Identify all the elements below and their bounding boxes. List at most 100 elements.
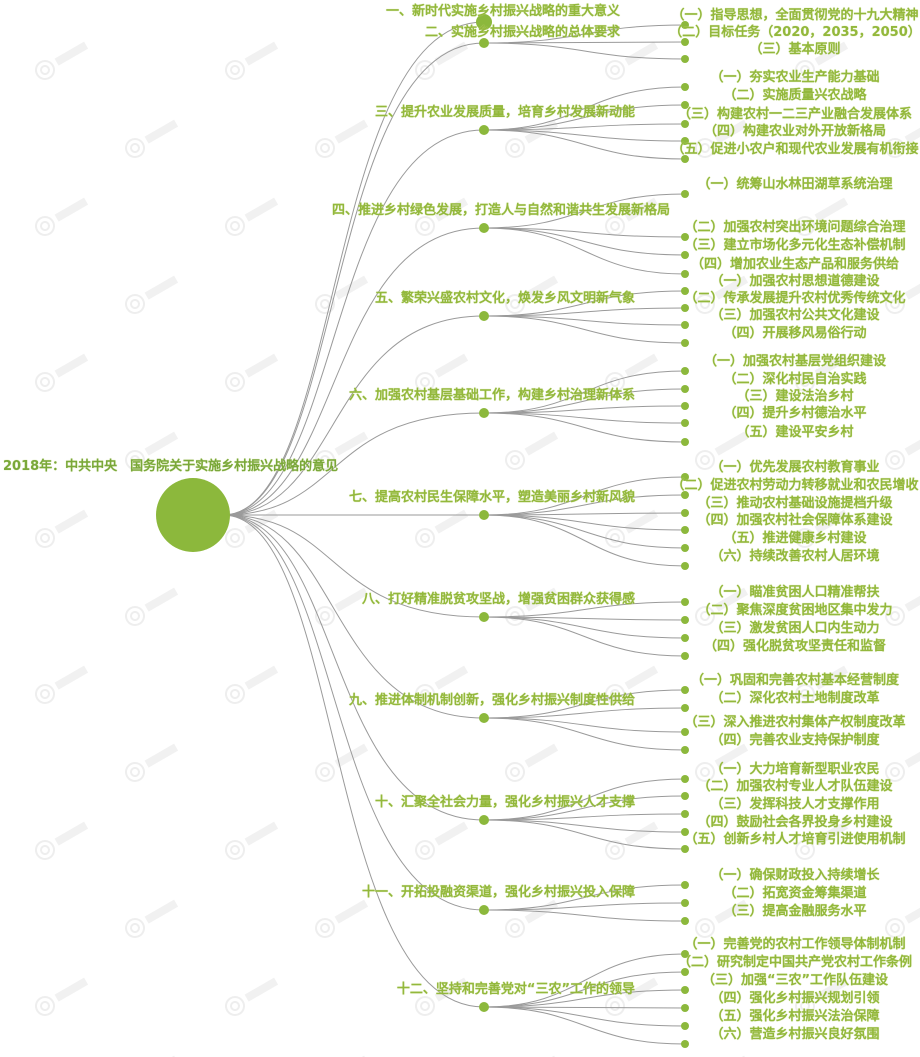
leaf-node-dot[interactable] xyxy=(681,38,689,46)
branch-node-dot[interactable] xyxy=(479,510,489,520)
leaf-label[interactable]: （二）促进农村劳动力转移就业和农民增收 xyxy=(671,478,919,493)
leaf-node-dot[interactable] xyxy=(681,21,689,29)
leaf-label[interactable]: （一）优先发展农村教育事业 xyxy=(710,460,880,475)
leaf-label[interactable]: （四）强化脱贫攻坚责任和监督 xyxy=(703,639,887,654)
leaf-node-dot[interactable] xyxy=(681,509,689,517)
leaf-node-dot[interactable] xyxy=(681,544,689,552)
leaf-node-dot[interactable] xyxy=(681,270,689,278)
leaf-label[interactable]: （一）瞄准贫困人口精准帮扶 xyxy=(710,585,880,600)
leaf-node-dot[interactable] xyxy=(681,792,689,800)
leaf-node-dot[interactable] xyxy=(681,83,689,91)
leaf-node-dot[interactable] xyxy=(681,120,689,128)
leaf-label[interactable]: （二）聚焦深度贫困地区集中发力 xyxy=(697,603,893,618)
leaf-node-dot[interactable] xyxy=(681,251,689,259)
leaf-node-dot[interactable] xyxy=(681,562,689,570)
leaf-node-dot[interactable] xyxy=(681,190,689,198)
leaf-label[interactable]: （五）强化乡村振兴法治保障 xyxy=(710,1009,880,1024)
leaf-node-dot[interactable] xyxy=(681,419,689,427)
branch-node-dot[interactable] xyxy=(479,125,489,135)
leaf-node-dot[interactable] xyxy=(681,1040,689,1048)
leaf-node-dot[interactable] xyxy=(681,339,689,347)
leaf-label[interactable]: （一）巩固和完善农村基本经营制度 xyxy=(690,673,900,688)
branch-node-dot[interactable] xyxy=(476,14,492,30)
leaf-label[interactable]: （一）夯实农业生产能力基础 xyxy=(710,70,880,85)
leaf-label[interactable]: （四）开展移风易俗行动 xyxy=(723,326,867,341)
branch-label[interactable]: 十一、开拓投融资渠道，强化乡村振兴投入保障 xyxy=(361,885,635,900)
leaf-label[interactable]: （五）创新乡村人才培育引进使用机制 xyxy=(684,832,906,847)
leaf-label[interactable]: （三）发挥科技人才支撑作用 xyxy=(710,797,880,812)
leaf-node-dot[interactable] xyxy=(681,321,689,329)
leaf-node-dot[interactable] xyxy=(681,634,689,642)
branch-node-dot[interactable] xyxy=(479,223,489,233)
leaf-label[interactable]: （二）拓宽资金筹集渠道 xyxy=(723,886,867,901)
leaf-node-dot[interactable] xyxy=(681,233,689,241)
leaf-node-dot[interactable] xyxy=(681,775,689,783)
leaf-node-dot[interactable] xyxy=(681,986,689,994)
leaf-label[interactable]: （二）加强农村突出环境问题综合治理 xyxy=(684,220,906,235)
branch-label[interactable]: 六、加强农村基层基础工作，构建乡村治理新体系 xyxy=(348,388,635,403)
leaf-node-dot[interactable] xyxy=(681,704,689,712)
leaf-label[interactable]: （一）大力培育新型职业农民 xyxy=(710,762,880,777)
leaf-node-dot[interactable] xyxy=(681,137,689,145)
leaf-node-dot[interactable] xyxy=(681,385,689,393)
leaf-label[interactable]: （五）促进小农户和现代农业发展有机衔接 xyxy=(671,142,919,157)
leaf-label[interactable]: （二）研究制定中国共产党农村工作条例 xyxy=(677,955,913,970)
leaf-node-dot[interactable] xyxy=(681,438,689,446)
leaf-label[interactable]: （一）确保财政投入持续增长 xyxy=(710,868,880,883)
branch-label[interactable]: 二、实施乡村振兴战略的总体要求 xyxy=(424,25,620,40)
leaf-node-dot[interactable] xyxy=(681,950,689,958)
branch-label[interactable]: 十二、坚持和完善党对“三农”工作的领导 xyxy=(396,982,635,997)
leaf-label[interactable]: （五）建设平安乡村 xyxy=(736,425,854,440)
leaf-label[interactable]: （二）深化农村土地制度改革 xyxy=(710,691,880,706)
leaf-label[interactable]: （四）增加农业生态产品和服务供给 xyxy=(690,257,900,272)
leaf-node-dot[interactable] xyxy=(681,1022,689,1030)
leaf-node-dot[interactable] xyxy=(681,686,689,694)
leaf-label[interactable]: （四）鼓励社会各界投身乡村建设 xyxy=(697,815,893,830)
leaf-label[interactable]: （三）深入推进农村集体产权制度改革 xyxy=(684,715,906,730)
leaf-node-dot[interactable] xyxy=(681,55,689,63)
branch-node-dot[interactable] xyxy=(479,612,489,622)
branch-label[interactable]: 八、打好精准脱贫攻坚战，增强贫困群众获得感 xyxy=(361,592,635,607)
leaf-node-dot[interactable] xyxy=(681,652,689,660)
branch-node-dot[interactable] xyxy=(479,38,489,48)
branch-node-dot[interactable] xyxy=(479,311,489,321)
leaf-node-dot[interactable] xyxy=(681,304,689,312)
leaf-label[interactable]: （三）提高金融服务水平 xyxy=(723,904,867,919)
leaf-label[interactable]: （三）基本原则 xyxy=(749,42,841,57)
branch-node-dot[interactable] xyxy=(479,815,489,825)
branch-node-dot[interactable] xyxy=(479,713,489,723)
leaf-label[interactable]: （二）加强农村专业人才队伍建设 xyxy=(697,779,893,794)
leaf-node-dot[interactable] xyxy=(681,616,689,624)
leaf-label[interactable]: （一）加强农村思想道德建设 xyxy=(710,274,880,289)
leaf-label[interactable]: （三）建设法治乡村 xyxy=(736,389,854,404)
leaf-node-dot[interactable] xyxy=(681,101,689,109)
leaf-node-dot[interactable] xyxy=(681,968,689,976)
leaf-label[interactable]: （四）加强农村社会保障体系建设 xyxy=(697,513,893,528)
branch-label[interactable]: 四、推进乡村绿色发展，打造人与自然和谐共生发展新格局 xyxy=(331,203,670,218)
leaf-label[interactable]: （三）加强农村公共文化建设 xyxy=(710,308,880,323)
leaf-label[interactable]: （三）建立市场化多元化生态补偿机制 xyxy=(684,238,906,253)
leaf-label[interactable]: （一）统筹山水林田湖草系统治理 xyxy=(697,177,893,192)
leaf-label[interactable]: （三）推动农村基础设施提档升级 xyxy=(697,496,893,511)
leaf-label[interactable]: （三）激发贫困人口内生动力 xyxy=(710,621,880,636)
leaf-node-dot[interactable] xyxy=(681,526,689,534)
leaf-node-dot[interactable] xyxy=(681,598,689,606)
leaf-node-dot[interactable] xyxy=(681,155,689,163)
leaf-node-dot[interactable] xyxy=(681,287,689,295)
leaf-label[interactable]: （四）构建农业对外开放新格局 xyxy=(703,124,887,139)
leaf-node-dot[interactable] xyxy=(681,828,689,836)
leaf-node-dot[interactable] xyxy=(681,746,689,754)
branch-label[interactable]: 五、繁荣兴盛农村文化，焕发乡风文明新气象 xyxy=(374,291,635,306)
branch-label[interactable]: 十、汇聚全社会力量，强化乡村振兴人才支撑 xyxy=(374,795,635,810)
branch-label[interactable]: 九、推进体制机制创新，强化乡村振兴制度性供给 xyxy=(348,693,635,708)
leaf-node-dot[interactable] xyxy=(681,473,689,481)
leaf-node-dot[interactable] xyxy=(681,881,689,889)
leaf-label[interactable]: （四）强化乡村振兴规划引领 xyxy=(710,991,880,1006)
leaf-node-dot[interactable] xyxy=(681,728,689,736)
branch-node-dot[interactable] xyxy=(479,905,489,915)
leaf-label[interactable]: （二）实施质量兴农战略 xyxy=(723,88,867,103)
leaf-node-dot[interactable] xyxy=(681,810,689,818)
leaf-node-dot[interactable] xyxy=(681,845,689,853)
leaf-label[interactable]: （四）完善农业支持保护制度 xyxy=(710,733,880,748)
leaf-label[interactable]: （一）加强农村基层党组织建设 xyxy=(703,354,887,369)
